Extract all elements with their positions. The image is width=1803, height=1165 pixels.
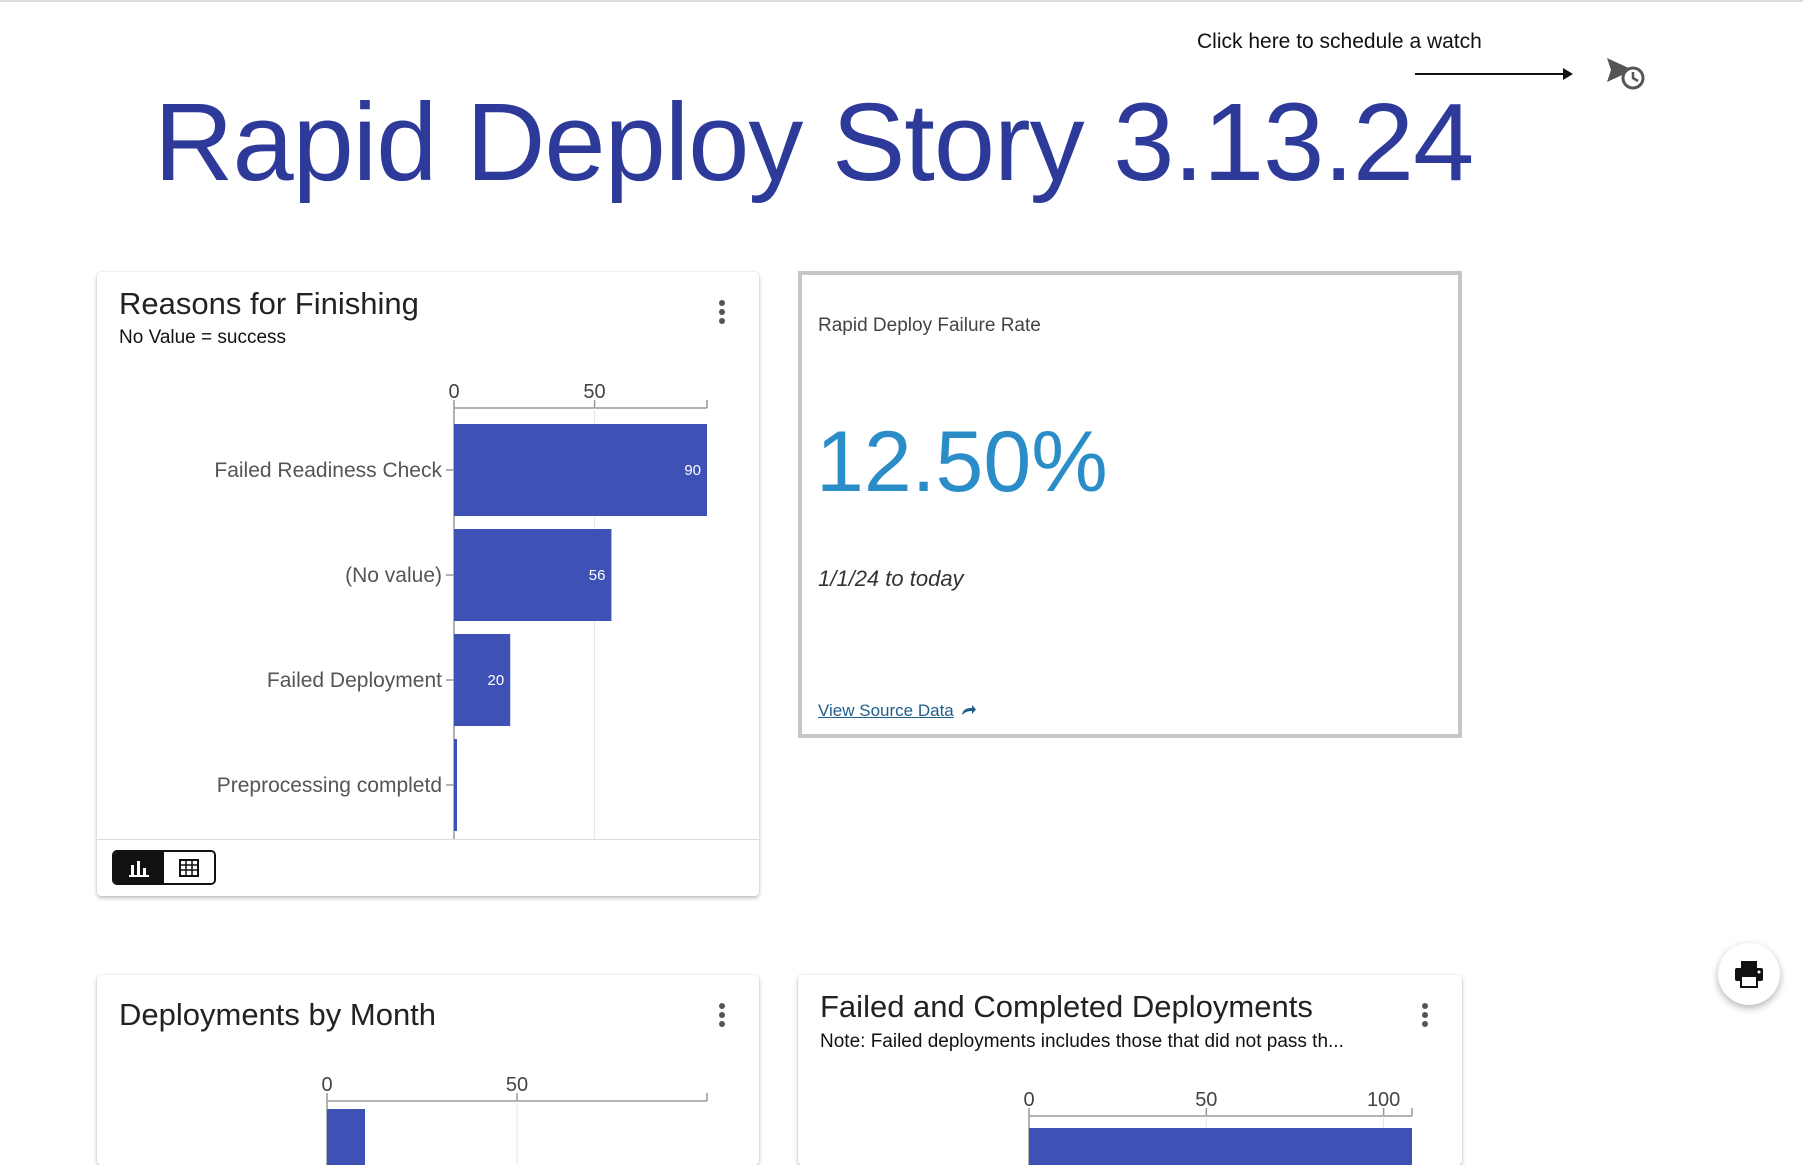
x-tick-label: 0 [448,381,459,403]
failed-completed-chart: 0 50 100 [1023,1089,1413,1165]
bar [454,634,511,726]
category-label: Failed Deployment [267,669,442,692]
table-icon [179,858,199,877]
x-tick-label: 50 [583,381,605,403]
bar [454,739,457,831]
x-tick-label: 50 [506,1074,528,1096]
view-source-data-label: View Source Data [818,701,954,720]
print-icon [1735,961,1763,988]
bar [454,529,612,621]
chart-view-button[interactable] [114,852,164,883]
view-source-data-link[interactable]: View Source Data [818,701,977,721]
x-tick-label: 0 [1023,1089,1034,1111]
by-month-chart: 0 50 [321,1074,708,1165]
kpi-value: 12.50% [816,414,1108,510]
failed-completed-card: Failed and Completed Deployments Note: F… [798,975,1462,1165]
bar [1029,1128,1412,1165]
x-tick-label: 100 [1367,1089,1400,1111]
bar [327,1109,365,1165]
by-month-card-title: Deployments by Month [119,997,437,1032]
hint-arrow-icon [1415,68,1573,80]
view-toggle [112,850,216,885]
page-title: Rapid Deploy Story 3.13.24 [154,81,1474,204]
category-label: Failed Readiness Check [214,459,442,482]
data-label: 90 [684,462,701,479]
bar [454,424,707,516]
failure-rate-card: Rapid Deploy Failure Rate 12.50% 1/1/24 … [798,271,1462,738]
deployments-by-month-card: Deployments by Month 0 50 [97,975,759,1165]
failed-completed-card-menu-icon[interactable] [1419,1003,1431,1033]
top-divider [0,0,1803,2]
print-button[interactable] [1718,943,1780,1005]
category-label: Preprocessing completd [217,774,442,797]
schedule-watch-icon [1607,58,1645,90]
share-arrow-icon [961,705,976,715]
bar-chart-icon [129,860,149,877]
reasons-chart: 0 50 Failed Readiness Check 90 (No value) 56 F… [214,381,708,839]
category-label: (No value) [345,564,442,587]
by-month-card-menu-icon[interactable] [716,1003,728,1033]
x-tick-label: 0 [321,1074,332,1096]
failed-completed-card-subtitle: Note: Failed deployments includes those … [820,1031,1344,1052]
schedule-watch-hint: Click here to schedule a watch [1197,30,1482,53]
kpi-label: Rapid Deploy Failure Rate [818,315,1041,336]
reasons-card-subtitle: No Value = success [119,327,287,348]
data-label: 20 [488,672,505,689]
reasons-card: Reasons for Finishing No Value = success… [97,272,759,896]
failed-completed-card-title: Failed and Completed Deployments [820,989,1313,1024]
kpi-range: 1/1/24 to today [818,566,964,591]
card-footer-divider [97,839,759,840]
data-label: 56 [589,567,606,584]
schedule-watch-button[interactable] [1603,52,1647,96]
table-view-button[interactable] [164,852,214,883]
x-tick-label: 50 [1195,1089,1217,1111]
reasons-card-title: Reasons for Finishing [119,286,419,321]
reasons-card-menu-icon[interactable] [716,300,728,330]
